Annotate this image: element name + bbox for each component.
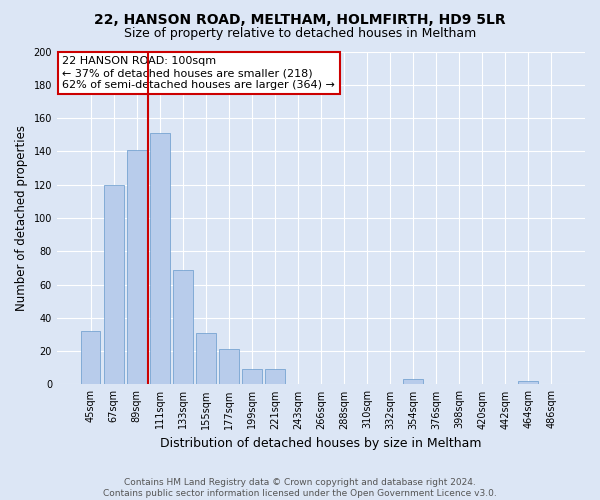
Bar — [403, 380, 423, 384]
Bar — [518, 381, 538, 384]
Bar — [127, 150, 146, 384]
X-axis label: Distribution of detached houses by size in Meltham: Distribution of detached houses by size … — [160, 437, 482, 450]
Text: Contains HM Land Registry data © Crown copyright and database right 2024.
Contai: Contains HM Land Registry data © Crown c… — [103, 478, 497, 498]
Text: Size of property relative to detached houses in Meltham: Size of property relative to detached ho… — [124, 28, 476, 40]
Text: 22 HANSON ROAD: 100sqm
← 37% of detached houses are smaller (218)
62% of semi-de: 22 HANSON ROAD: 100sqm ← 37% of detached… — [62, 56, 335, 90]
Bar — [104, 184, 124, 384]
Bar — [173, 270, 193, 384]
Bar — [150, 133, 170, 384]
Bar — [196, 333, 215, 384]
Bar — [219, 350, 239, 384]
Bar — [242, 370, 262, 384]
Bar — [81, 331, 100, 384]
Text: 22, HANSON ROAD, MELTHAM, HOLMFIRTH, HD9 5LR: 22, HANSON ROAD, MELTHAM, HOLMFIRTH, HD9… — [94, 12, 506, 26]
Y-axis label: Number of detached properties: Number of detached properties — [15, 125, 28, 311]
Bar — [265, 370, 284, 384]
